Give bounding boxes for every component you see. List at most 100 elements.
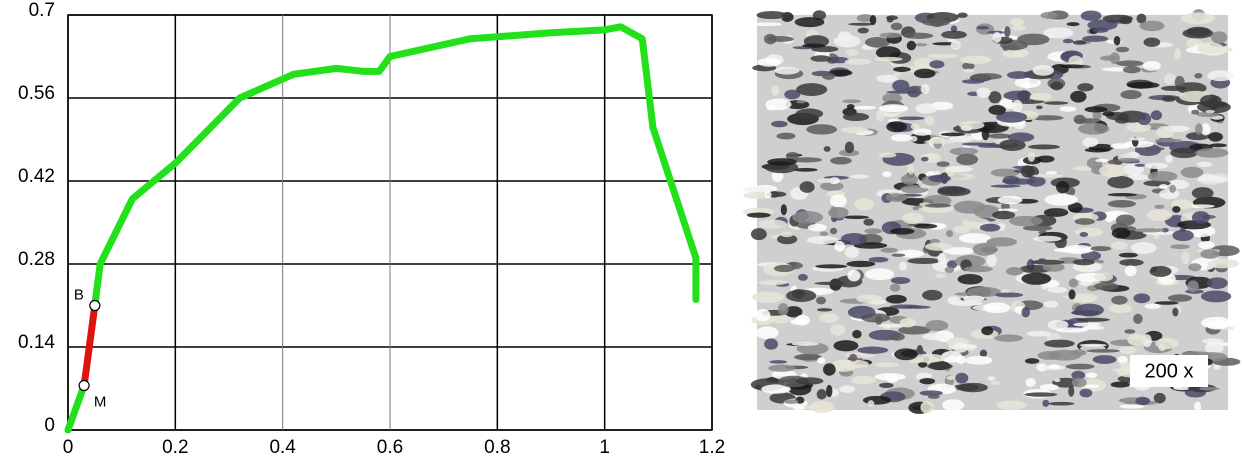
texture: [921, 18, 951, 27]
texture: [816, 308, 833, 312]
texture: [1006, 267, 1024, 276]
texture: [1068, 289, 1076, 300]
texture: [1030, 259, 1065, 265]
texture: [946, 260, 958, 269]
texture: [922, 289, 943, 301]
texture: [880, 247, 898, 253]
texture: [1114, 116, 1130, 124]
texture: [815, 296, 827, 305]
texture: [1172, 307, 1179, 317]
texture: [1133, 313, 1143, 324]
texture: [918, 361, 928, 368]
texture: [1111, 295, 1128, 305]
texture: [936, 161, 950, 167]
texture: [1020, 165, 1035, 178]
texture: [1074, 303, 1104, 317]
texture: [932, 42, 957, 46]
texture: [1081, 326, 1104, 330]
texture: [981, 127, 990, 141]
texture: [1145, 146, 1165, 151]
texture: [1022, 225, 1053, 231]
texture: [997, 195, 1023, 205]
texture: [1115, 214, 1136, 226]
texture: [846, 104, 855, 110]
texture: [1022, 81, 1032, 89]
texture: [1117, 355, 1128, 364]
texture: [942, 399, 965, 411]
texture: [780, 204, 787, 216]
texture: [1153, 392, 1166, 404]
texture: [848, 22, 875, 26]
texture: [856, 294, 883, 304]
texture: [1127, 174, 1150, 181]
texture: [769, 360, 788, 364]
texture: [963, 68, 975, 73]
texture: [1150, 110, 1163, 121]
texture: [929, 60, 945, 69]
texture: [1122, 66, 1141, 74]
texture: [843, 215, 869, 220]
texture: [957, 12, 968, 18]
texture: [901, 212, 924, 224]
texture: [1209, 143, 1227, 148]
texture: [817, 357, 826, 364]
texture: [777, 303, 789, 316]
texture: [1158, 184, 1169, 189]
texture: [771, 170, 784, 183]
texture: [1142, 60, 1161, 71]
texture: [1188, 204, 1215, 209]
point-label: M: [94, 394, 107, 411]
texture: [903, 32, 934, 39]
texture: [1080, 10, 1102, 21]
texture: [1028, 144, 1061, 150]
texture: [946, 375, 955, 381]
texture: [802, 43, 826, 48]
texture: [1144, 303, 1162, 309]
texture: [823, 146, 831, 152]
texture: [1180, 166, 1204, 178]
texture: [1070, 90, 1087, 103]
texture: [766, 36, 794, 42]
texture: [785, 289, 817, 303]
texture: [1092, 355, 1117, 364]
texture: [795, 108, 824, 119]
texture: [799, 181, 815, 193]
texture: [757, 280, 788, 286]
texture: [1074, 118, 1102, 124]
texture: [1172, 229, 1194, 242]
texture: [1137, 112, 1152, 126]
texture: [963, 265, 993, 273]
texture: [1021, 306, 1031, 318]
texture: [924, 139, 957, 144]
texture: [862, 395, 892, 405]
texture: [1003, 90, 1032, 101]
texture: [876, 74, 898, 83]
texture: [857, 346, 889, 354]
texture: [894, 348, 918, 361]
x-tick-label: 0.8: [484, 437, 510, 458]
texture: [925, 242, 953, 251]
texture: [840, 233, 868, 246]
texture: [892, 79, 910, 92]
texture: [1100, 55, 1118, 61]
texture: [844, 58, 872, 65]
texture: [1107, 159, 1122, 165]
texture: [890, 134, 913, 142]
texture: [922, 333, 948, 341]
texture: [784, 306, 803, 318]
texture: [764, 191, 772, 199]
texture: [1055, 327, 1089, 333]
texture: [1047, 349, 1082, 361]
texture: [780, 231, 794, 238]
texture: [865, 268, 895, 281]
texture: [1066, 22, 1080, 27]
texture: [924, 116, 935, 126]
texture: [1093, 272, 1114, 282]
texture: [1188, 263, 1202, 272]
texture: [828, 206, 849, 219]
texture: [850, 174, 869, 179]
texture: [844, 141, 855, 154]
texture: [1195, 123, 1203, 135]
texture: [1068, 385, 1075, 397]
texture: [1110, 143, 1131, 150]
